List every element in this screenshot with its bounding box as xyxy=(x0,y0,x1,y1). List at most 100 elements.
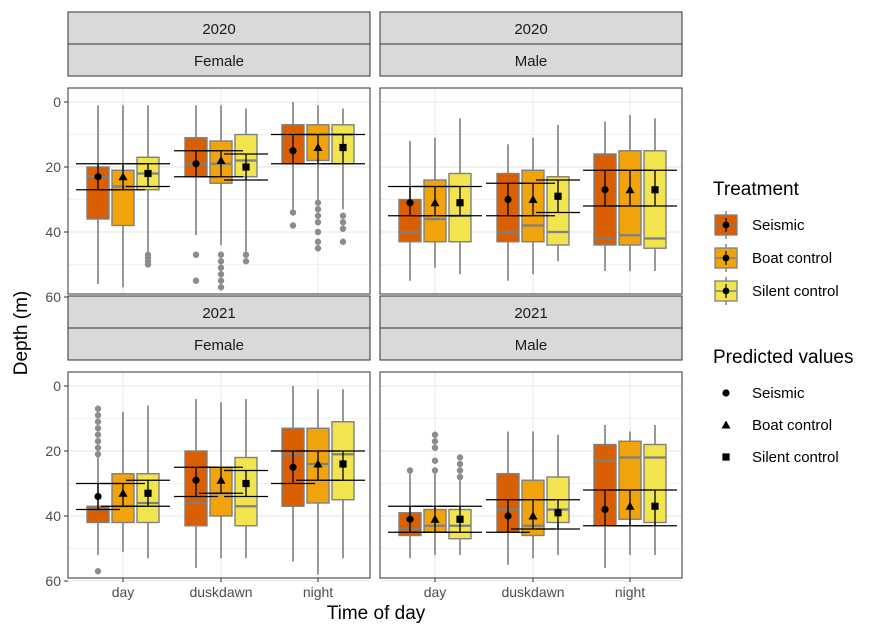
panel-border xyxy=(379,371,683,579)
legend-marker-triangle xyxy=(721,420,731,429)
strip-sex xyxy=(67,327,371,361)
outlier-point xyxy=(314,228,322,236)
legend-predicted-label: Silent control xyxy=(752,449,839,466)
strip-year xyxy=(67,295,371,329)
outlier-point xyxy=(314,212,322,219)
outlier-point xyxy=(94,418,102,425)
predicted-mean-point xyxy=(94,492,102,501)
strip-year-label: 2021 xyxy=(514,305,547,322)
predicted-mean-point xyxy=(554,509,562,517)
predicted-mean-point xyxy=(651,502,659,510)
outlier-point xyxy=(456,473,464,481)
outlier-point xyxy=(289,209,297,216)
legend-title-predicted: Predicted values xyxy=(713,347,853,368)
strip-year xyxy=(379,295,683,329)
predicted-mean-point xyxy=(339,460,347,468)
x-tick-label: night xyxy=(615,584,645,600)
outlier-point xyxy=(456,454,464,461)
predicted-mean-point xyxy=(242,163,250,171)
predicted-mean-point xyxy=(313,459,323,468)
y-tick-label: 40 xyxy=(45,508,61,524)
predicted-mean-point xyxy=(625,185,635,194)
facet-panel-2020-male: 2020 Male xyxy=(379,11,683,298)
outlier-point xyxy=(217,258,225,265)
outlier-point xyxy=(94,412,102,419)
predicted-mean-point xyxy=(601,186,609,194)
predicted-mean-point xyxy=(625,501,635,510)
predicted-mean-point xyxy=(430,198,440,207)
outlier-point xyxy=(314,219,322,226)
predicted-mean-point xyxy=(216,156,226,164)
facet-panel-2021-male: 2021 Male xyxy=(379,295,683,582)
legend: Treatment Predicted values Seismic Boat c… xyxy=(713,179,853,466)
outlier-point xyxy=(217,251,225,258)
y-axis-title: Depth (m) xyxy=(11,291,32,375)
y-tick-label: 60 xyxy=(45,289,61,305)
predicted-mean-point xyxy=(94,173,102,181)
strip-sex-label: Male xyxy=(515,337,548,354)
predicted-mean-point xyxy=(651,186,659,194)
outlier-point xyxy=(431,438,439,445)
outlier-point xyxy=(314,238,322,245)
outlier-point xyxy=(94,438,102,445)
legend-marker-square xyxy=(722,453,730,461)
predicted-mean-point xyxy=(554,192,562,200)
strip-sex xyxy=(67,43,371,77)
outlier-point xyxy=(339,219,347,226)
outlier-point xyxy=(406,467,414,474)
outlier-point xyxy=(94,568,102,575)
predicted-mean-point xyxy=(339,143,347,152)
outlier-point xyxy=(339,238,347,245)
predicted-mean-point xyxy=(118,488,128,497)
panel-border xyxy=(67,87,371,295)
predicted-mean-point xyxy=(430,514,440,523)
y-tick-label: 20 xyxy=(45,159,61,175)
facet-panels: 2020 Female 2020 Male 2021 Female 2021 Male xyxy=(67,11,683,582)
outlier-point xyxy=(192,277,200,284)
outlier-point xyxy=(217,264,225,271)
legend-label-seismic: Seismic xyxy=(752,217,805,234)
strip-sex xyxy=(379,43,683,77)
x-tick-label: duskdawn xyxy=(189,584,252,600)
legend-key-point xyxy=(722,254,730,262)
axes: 0 20 40 60 0 20 40 60 day duskdawn night day duskdaw… xyxy=(45,94,645,600)
strip-year-label: 2020 xyxy=(202,21,235,38)
outlier-point xyxy=(339,225,347,232)
legend-label-boat-control: Boat control xyxy=(752,250,832,267)
panel-border xyxy=(67,371,371,579)
predicted-mean-point xyxy=(242,479,250,488)
outlier-point xyxy=(456,460,464,468)
predicted-mean-point xyxy=(192,160,200,168)
x-tick-label: day xyxy=(112,584,135,600)
outlier-point xyxy=(217,271,225,278)
outlier-point xyxy=(314,245,322,252)
strip-year xyxy=(379,11,683,45)
predicted-mean-point xyxy=(528,195,538,203)
legend-predicted-label: Seismic xyxy=(752,385,805,402)
legend-key-point xyxy=(722,221,730,229)
predicted-mean-point xyxy=(528,511,538,520)
y-tick-label: 20 xyxy=(45,443,61,459)
outlier-point xyxy=(314,206,322,213)
outlier-point xyxy=(94,444,102,451)
y-tick-label: 40 xyxy=(45,224,61,240)
predicted-mean-point xyxy=(289,463,297,471)
predicted-mean-point xyxy=(118,172,128,181)
x-tick-label: night xyxy=(303,584,333,600)
strip-sex-label: Female xyxy=(194,53,244,70)
strip-year-label: 2021 xyxy=(202,305,235,322)
outlier-point xyxy=(314,199,322,206)
outlier-point xyxy=(94,425,102,432)
outlier-point xyxy=(94,431,102,438)
x-axis-title: Time of day xyxy=(327,603,426,624)
predicted-mean-point xyxy=(192,476,200,484)
predicted-mean-point xyxy=(313,143,323,151)
predicted-mean-point xyxy=(406,515,414,523)
y-tick-label: 0 xyxy=(53,94,61,110)
panel-border xyxy=(379,87,683,295)
facet-panel-2020-female: 2020 Female xyxy=(67,11,371,298)
outlier-point xyxy=(431,444,439,451)
predicted-mean-point xyxy=(406,199,414,207)
strip-sex-label: Male xyxy=(515,53,548,70)
